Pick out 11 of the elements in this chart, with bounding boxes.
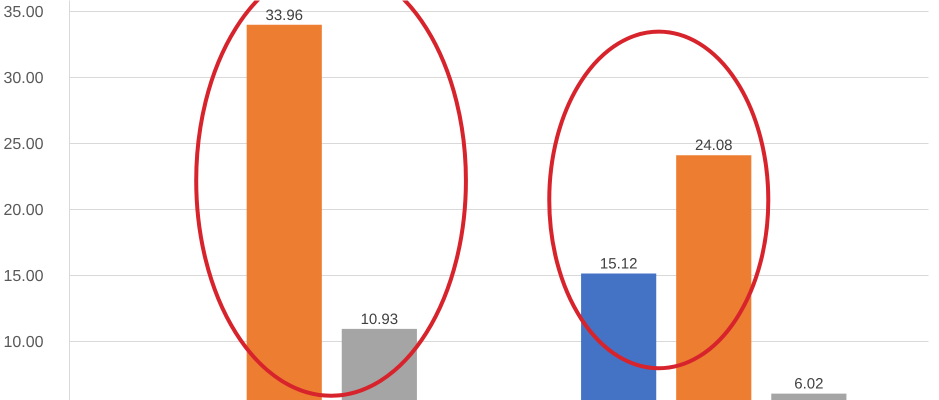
- data-label: 6.02: [794, 376, 824, 393]
- data-label: 24.08: [694, 137, 733, 154]
- y-tick-label: 15.00: [3, 268, 44, 286]
- y-tick-label: 10.00: [3, 334, 44, 352]
- y-tick-label: 35.00: [3, 4, 44, 22]
- y-tick-label: 30.00: [3, 70, 44, 88]
- data-label: 33.96: [265, 6, 304, 24]
- data-label: 15.12: [600, 256, 638, 273]
- y-tick-label: 20.00: [3, 202, 44, 220]
- y-tick-label: 25.00: [3, 136, 44, 154]
- data-label: 10.93: [360, 310, 398, 328]
